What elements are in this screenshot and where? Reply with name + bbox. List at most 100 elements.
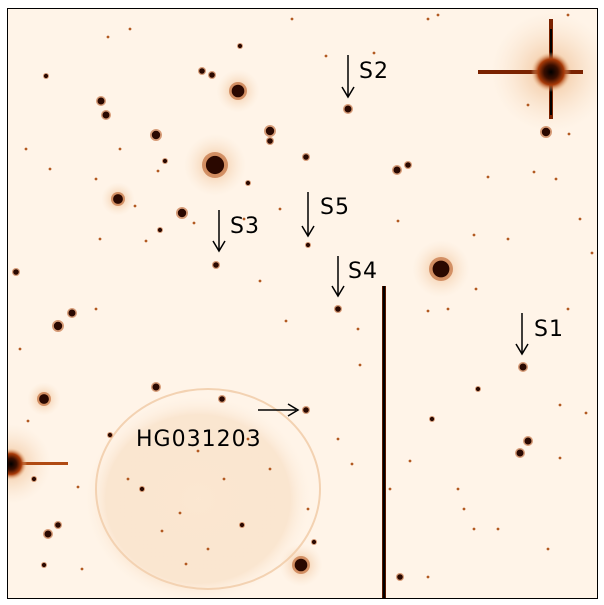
star [532,170,536,174]
star [55,522,61,528]
star [397,574,403,580]
star [152,383,160,391]
star [162,158,168,164]
arrow-host [258,403,300,417]
label-s3: S3 [230,214,260,239]
arrow-s2 [341,55,355,99]
star [80,567,84,571]
star [102,111,110,119]
star [475,386,481,392]
star [426,575,430,579]
star [472,527,476,531]
star [213,262,219,268]
star [205,155,225,175]
star [196,449,200,453]
star [118,147,122,151]
star [94,307,98,311]
star [107,432,113,438]
star [356,327,360,331]
star [192,221,196,225]
star [496,527,500,531]
star [39,394,49,404]
star [237,43,243,49]
star [426,309,430,313]
bright-star-left-edge [8,424,68,504]
star [344,105,352,113]
star [446,307,450,311]
label-s4: S4 [348,259,378,284]
arrow-s3 [212,210,226,253]
star [178,511,182,515]
star [184,562,188,566]
star [290,17,294,21]
star [156,169,160,173]
star [506,237,510,241]
arrow-s1 [515,313,529,356]
star [26,419,30,423]
star [372,51,376,55]
star [268,467,272,471]
star [426,17,430,21]
star [177,208,187,218]
star [13,269,19,275]
star [209,72,215,78]
star [474,287,478,291]
star [388,487,392,491]
star [396,219,400,223]
star [157,227,163,233]
star [303,154,309,160]
star [106,35,110,39]
star [94,177,98,181]
star [151,130,161,140]
star [486,175,490,179]
star [246,437,250,441]
label-host: HG031203 [136,427,262,452]
star [524,437,532,445]
star [436,13,440,17]
star [98,237,102,241]
star [68,309,76,317]
star [554,177,558,181]
star [44,530,52,538]
star [126,477,130,481]
arrow-s5 [301,192,315,238]
star [462,507,466,511]
label-s5: S5 [320,195,350,220]
label-s2: S2 [359,59,389,84]
star-glow [144,598,156,599]
star [24,147,28,151]
star-field-image: S2 S5 S3 S4 S1 HG031203 [7,8,598,599]
arrow-s4 [331,256,345,298]
star [472,233,476,237]
star [265,126,275,136]
star [306,507,310,511]
star [456,487,460,491]
star [160,529,164,533]
star [48,167,52,171]
star [358,363,362,367]
bleed-trail-core [383,286,385,598]
star [311,539,317,545]
star [303,407,309,413]
star [219,396,225,402]
annotation-arrows [212,55,529,417]
star [336,437,340,441]
diffuse-glow-rim [95,388,321,590]
star [18,347,22,351]
star [206,547,210,551]
star [128,27,132,31]
star [519,363,527,371]
star [284,319,288,323]
star [350,462,354,466]
star [335,306,341,312]
star [305,242,311,248]
star [199,68,205,74]
star [43,73,49,79]
star [578,217,582,221]
star [405,162,411,168]
star [133,204,137,208]
star [245,180,251,186]
star [294,558,308,572]
star [324,54,328,58]
stars-group [12,13,594,599]
